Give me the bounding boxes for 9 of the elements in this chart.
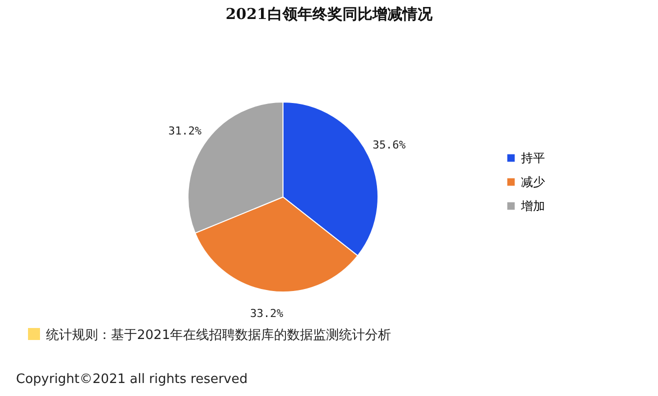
legend-label: 持平 [521, 151, 545, 165]
data-label: 35.6% [372, 138, 406, 152]
legend-label: 减少 [521, 175, 545, 189]
text: Copyright©2021 all rights reserved [16, 371, 249, 389]
data-label: 31.2% [168, 124, 202, 138]
legend-label: 增加 [520, 199, 545, 213]
data-label: 33.2% [250, 306, 284, 320]
chart-title: 2021白领年终奖同比增减情况 [226, 5, 434, 23]
text: 统计规则：基于2021年在线招聘数据库的数据监测统计分析 [45, 327, 392, 345]
